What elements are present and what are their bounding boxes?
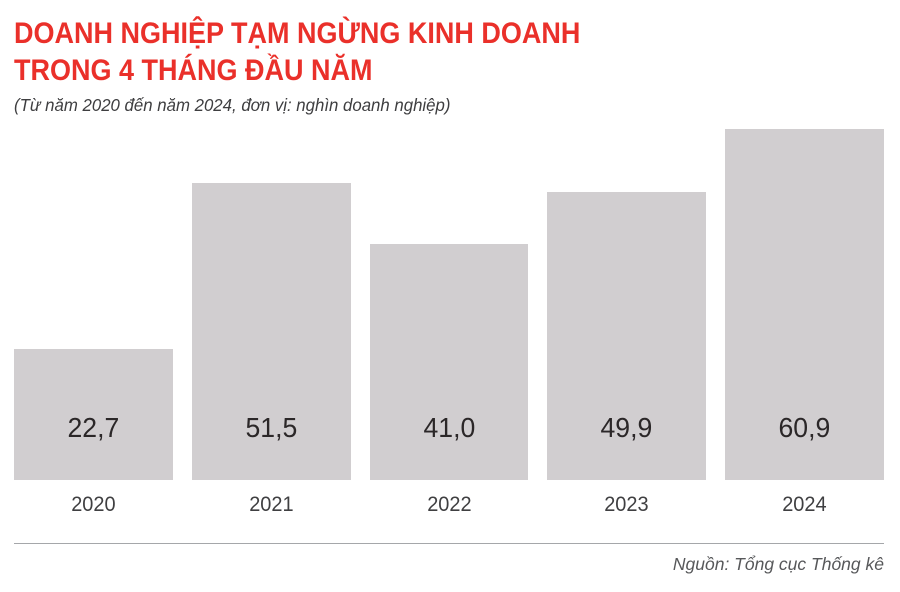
bar-value-label: 49,9 [600, 412, 653, 443]
bar-value-label: 41,0 [423, 412, 475, 443]
x-axis-labels: 2020 2021 2022 2023 2024 [14, 493, 884, 517]
x-axis-label-2021: 2021 [248, 493, 294, 516]
bar-value-label: 22,7 [67, 412, 120, 443]
x-axis-label-2024: 2024 [782, 493, 827, 516]
bar-chart-plot-area: 22,7 51,5 41,0 49,9 60,9 [14, 128, 884, 480]
chart-title-line2: TRONG 4 THÁNG ĐẦU NĂM [14, 54, 373, 87]
chart-title-line1: DOANH NGHIỆP TẠM NGỪNG KINH DOANH [14, 17, 581, 50]
bar-value-label: 60,9 [778, 412, 831, 443]
bar-2020: 22,7 [14, 349, 173, 480]
bar-value-label: 51,5 [245, 412, 298, 443]
bar-2024: 60,9 [725, 129, 884, 480]
x-axis-label-2022: 2022 [426, 493, 472, 516]
footer-divider [14, 543, 884, 544]
source-credit: Nguồn: Tổng cục Thống kê [672, 554, 884, 574]
x-axis-label-2023: 2023 [604, 493, 649, 516]
chart-subtitle: (Từ năm 2020 đến năm 2024, đơn vị: nghìn… [14, 95, 451, 115]
x-axis-label-2020: 2020 [71, 493, 116, 516]
bar-2022: 41,0 [369, 244, 529, 480]
chart-title: DOANH NGHIỆP TẠM NGỪNG KINH DOANH TRONG 4… [14, 15, 797, 89]
bar-2023: 49,9 [547, 192, 707, 480]
bar-2021: 51,5 [191, 183, 351, 480]
